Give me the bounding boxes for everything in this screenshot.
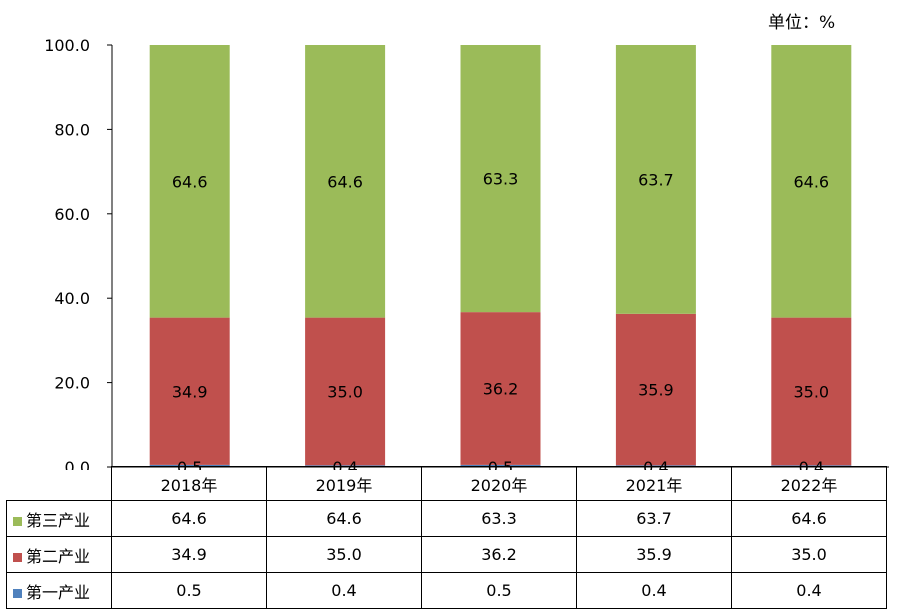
bar-segment <box>615 45 696 314</box>
table-row: 第二产业 34.9 35.0 36.2 35.9 35.0 <box>6 536 887 573</box>
y-tick-label: 60.0 <box>54 205 90 224</box>
bar-segment <box>149 45 230 318</box>
table-cell: 36.2 <box>421 536 577 573</box>
data-label: 34.9 <box>172 382 208 401</box>
table-cell: 34.9 <box>111 536 267 573</box>
legend-swatch <box>13 516 22 526</box>
bar-segment <box>460 312 541 465</box>
y-tick-label: 80.0 <box>54 120 90 139</box>
bar-segment <box>460 45 541 313</box>
bar-segment <box>305 45 386 318</box>
table-cell: 0.4 <box>731 572 887 609</box>
stacked-bar-chart: 0.020.040.060.080.0100.00.534.964.60.435… <box>44 36 889 470</box>
data-label: 36.2 <box>483 380 519 399</box>
bar-segment <box>615 313 696 466</box>
table-row: 第一产业 0.5 0.4 0.5 0.4 0.4 <box>6 572 887 609</box>
x-category-label: 2020年 <box>421 466 577 501</box>
x-category-label: 2019年 <box>266 466 422 501</box>
legend-label: 第一产业 <box>26 582 91 602</box>
table-cell: 64.6 <box>731 500 887 537</box>
table-cell: 35.0 <box>731 536 887 573</box>
bar-segment <box>771 45 852 318</box>
legend-swatch <box>13 552 22 562</box>
data-label: 35.9 <box>638 381 674 400</box>
x-category-label: 2018年 <box>111 466 267 501</box>
y-tick-label: 40.0 <box>54 289 90 308</box>
unit-label: 单位：% <box>768 13 836 33</box>
x-category-label: 2021年 <box>576 466 732 501</box>
data-label: 35.0 <box>793 382 829 401</box>
table-cell: 63.3 <box>421 500 577 537</box>
legend-label: 第二产业 <box>26 546 91 566</box>
table-cell: 64.6 <box>111 500 267 537</box>
legend-entry: 第一产业 <box>6 572 112 609</box>
table-cell: 35.9 <box>576 536 732 573</box>
bar-segment <box>771 317 852 466</box>
table-cell: 0.5 <box>421 572 577 609</box>
data-label: 64.6 <box>327 172 363 191</box>
data-label: 64.6 <box>172 172 208 191</box>
bar-segment <box>305 317 386 466</box>
legend-label: 第三产业 <box>26 510 91 530</box>
table-header-row: 2018年 2019年 2020年 2021年 2022年 <box>6 466 887 501</box>
legend-swatch <box>13 588 22 598</box>
legend-entry: 第二产业 <box>6 536 112 573</box>
bar-segment <box>149 464 230 467</box>
x-category-label: 2022年 <box>731 466 887 501</box>
table-row: 第三产业 64.6 64.6 63.3 63.7 64.6 <box>6 500 887 537</box>
data-label: 64.6 <box>793 172 829 191</box>
data-label: 35.0 <box>327 382 363 401</box>
table-cell: 0.5 <box>111 572 267 609</box>
bar-segment <box>149 317 230 465</box>
data-label: 63.3 <box>483 170 519 189</box>
table-corner <box>6 466 112 501</box>
table-cell: 64.6 <box>266 500 422 537</box>
table-cell: 63.7 <box>576 500 732 537</box>
data-label: 63.7 <box>638 170 674 189</box>
table-cell: 35.0 <box>266 536 422 573</box>
y-tick-label: 100.0 <box>44 36 90 55</box>
legend-entry: 第三产业 <box>6 500 112 537</box>
y-tick-label: 20.0 <box>54 374 90 393</box>
table-cell: 0.4 <box>266 572 422 609</box>
table-cell: 0.4 <box>576 572 732 609</box>
data-table: 2018年 2019年 2020年 2021年 2022年 第三产业 64.6 64.6 63… <box>6 466 887 609</box>
bar-segment <box>460 464 541 467</box>
